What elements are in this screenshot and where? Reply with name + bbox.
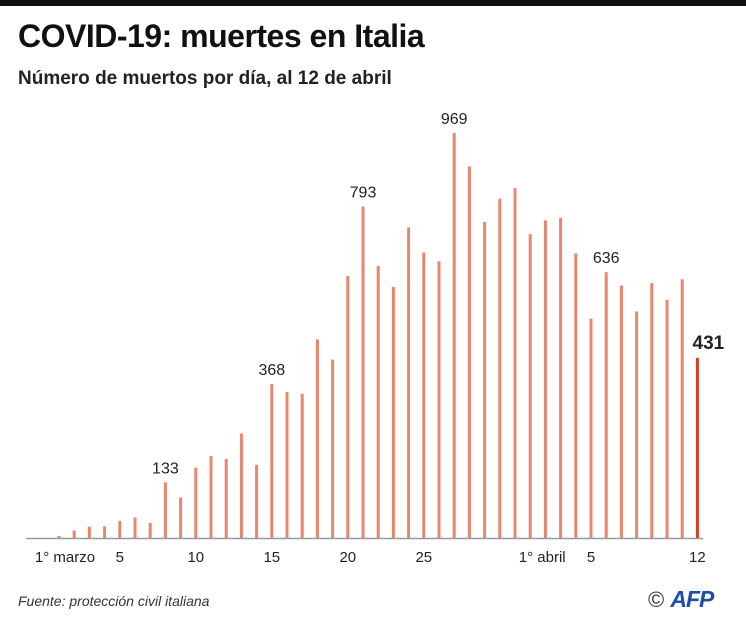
bar-13-mar — [239, 433, 243, 538]
afp-logo-text: AFP — [670, 586, 714, 612]
x-tick-label: 10 — [187, 549, 204, 566]
bar-24-mar — [407, 227, 411, 539]
x-tick-label: 5 — [587, 549, 595, 566]
bar-3-abr — [559, 217, 563, 538]
x-tick-label: 25 — [415, 549, 432, 566]
bar-5-mar — [118, 520, 122, 538]
bar-28-mar — [467, 166, 471, 539]
bar-4-abr — [574, 253, 578, 538]
bar-29-mar — [483, 222, 487, 538]
bar-1-mar — [57, 535, 61, 538]
bar-17-mar — [300, 393, 304, 538]
bar-8-mar — [163, 482, 167, 538]
bar-6-abr — [604, 272, 608, 538]
bar-25-mar — [422, 252, 426, 539]
bar-23-mar — [391, 286, 395, 538]
x-tick-label: 20 — [339, 549, 356, 566]
top-bar — [0, 0, 746, 6]
bar-11-abr — [680, 279, 684, 538]
chart-subtitle: Número de muertos por día, al 12 de abri… — [18, 68, 392, 89]
bar-19-mar — [331, 359, 335, 538]
bar-10-abr — [665, 299, 669, 538]
bar-12-mar — [224, 459, 228, 538]
bar-7-mar — [148, 522, 152, 538]
bar-9-mar — [179, 497, 183, 538]
bar-4-mar — [103, 526, 107, 538]
bar-12-abr — [695, 357, 699, 538]
data-label: 636 — [593, 250, 620, 267]
data-label: 431 — [693, 333, 725, 354]
data-label: 969 — [441, 111, 468, 128]
bar-5-abr — [589, 318, 593, 538]
data-label: 368 — [258, 362, 285, 379]
bar-7-abr — [619, 285, 623, 538]
bar-9-abr — [650, 283, 654, 538]
data-label: 133 — [152, 460, 179, 477]
bar-26-mar — [437, 261, 441, 538]
bar-1-abr — [528, 234, 532, 538]
bar-18-mar — [315, 339, 319, 538]
x-tick-label: 1° abril — [519, 549, 566, 566]
x-tick-label: 15 — [263, 549, 280, 566]
source-note: Fuente: protección civil italiana — [18, 593, 210, 609]
bar-10-mar — [194, 467, 198, 538]
bar-6-mar — [133, 517, 137, 538]
bar-27-mar — [452, 133, 456, 538]
bar-8-abr — [635, 311, 639, 538]
afp-logo: © AFP — [648, 586, 714, 613]
copyright-icon: © — [648, 587, 665, 612]
bar-31-mar — [513, 188, 517, 538]
data-label: 793 — [350, 185, 377, 202]
bar-16-mar — [285, 392, 289, 538]
bar-11-mar — [209, 456, 213, 538]
bar-30-mar — [498, 198, 502, 538]
bar-2-abr — [543, 220, 547, 538]
bar-14-mar — [255, 464, 259, 538]
x-tick-label: 12 — [689, 549, 706, 566]
bar-3-mar — [87, 526, 91, 538]
bar-20-mar — [346, 275, 350, 538]
bar-15-mar — [270, 384, 274, 538]
bar-21-mar — [361, 206, 365, 539]
x-tick-label: 5 — [116, 549, 124, 566]
bar-22-mar — [376, 265, 380, 538]
bar-2-mar — [72, 530, 76, 538]
x-tick-label: 1° marzo — [35, 549, 95, 566]
chart-title: COVID-19: muertes en Italia — [18, 18, 425, 54]
